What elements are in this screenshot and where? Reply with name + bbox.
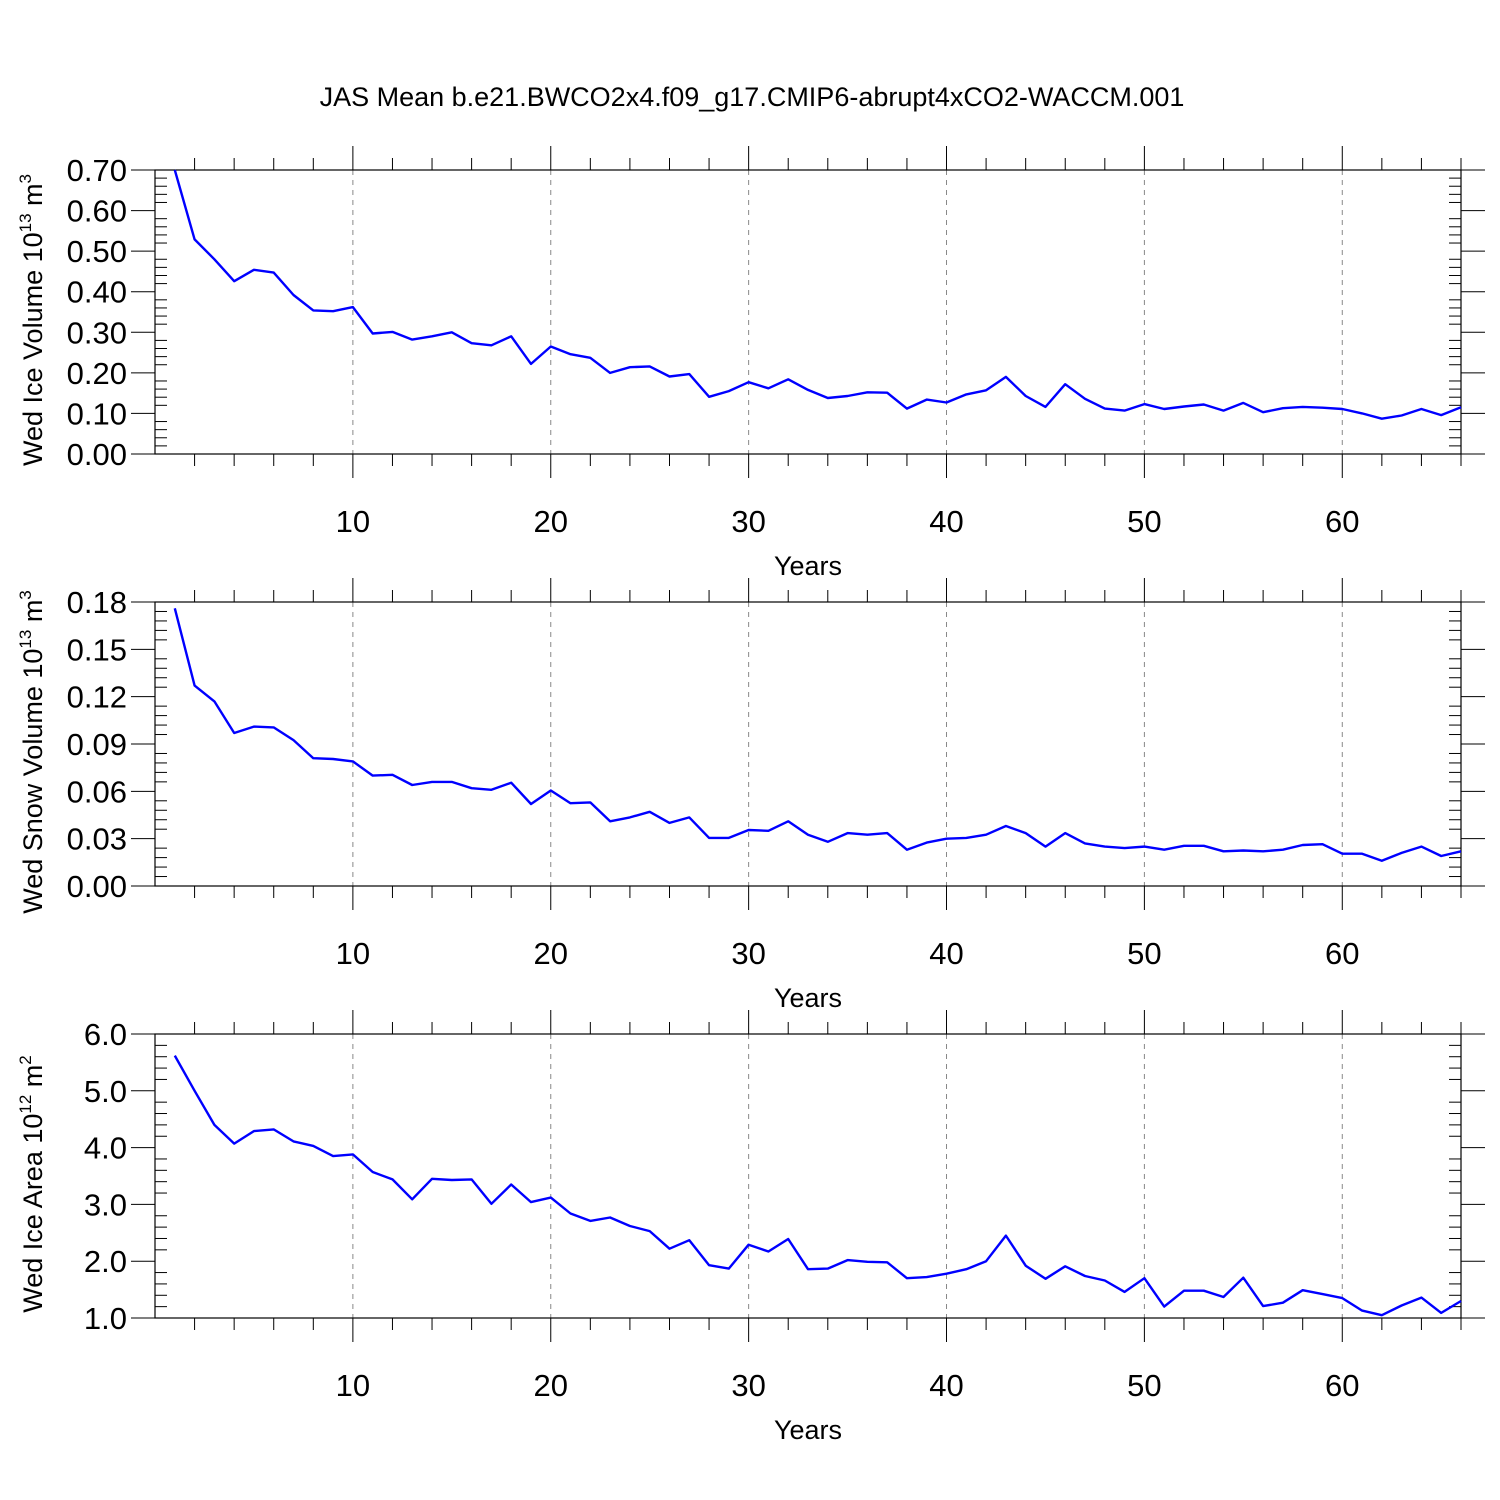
y-tick-label: 0.20 [67, 356, 127, 391]
plot-frame [154, 601, 1462, 887]
x-tick-label: 20 [534, 504, 568, 539]
x-tick-label: 40 [929, 936, 963, 971]
x-tick-label: 20 [534, 936, 568, 971]
x-tick-label: 10 [336, 504, 370, 539]
y-axis-title: Wed Ice Area 1012 m2 [16, 1055, 48, 1313]
x-tick-label: 60 [1325, 504, 1359, 539]
chart-panels: 0.00 0.10 0.20 0.30 0.40 0.50 0.60 0.70 10 20 30 40… [16, 146, 1485, 1445]
y-tick-label: 0.15 [67, 632, 127, 667]
y-tick-label: 0.18 [67, 585, 127, 620]
y-tick-label: 0.40 [67, 275, 127, 310]
x-axis-title: Years [774, 983, 842, 1013]
y-tick-label: 0.10 [67, 396, 127, 431]
y-tick-label: 3.0 [84, 1187, 127, 1222]
x-tick-label: 40 [929, 504, 963, 539]
x-tick-label: 30 [731, 936, 765, 971]
x-tick-label: 30 [731, 1368, 765, 1403]
x-tick-label: 50 [1127, 504, 1161, 539]
x-tick-label: 50 [1127, 1368, 1161, 1403]
y-tick-label: 0.30 [67, 315, 127, 350]
x-tick-label: 50 [1127, 936, 1161, 971]
x-tick-label: 60 [1325, 1368, 1359, 1403]
y-tick-label: 0.50 [67, 234, 127, 269]
chart-title: JAS Mean b.e21.BWCO2x4.f09_g17.CMIP6-abr… [320, 82, 1185, 112]
y-tick-label: 0.09 [67, 727, 127, 762]
panel-3: 1.0 2.0 3.0 4.0 5.0 6.0 10 20 30 40 50 60 Years Wed I… [16, 1010, 1485, 1445]
x-tick-label: 60 [1325, 936, 1359, 971]
y-tick-label: 4.0 [84, 1131, 127, 1166]
x-tick-label: 10 [336, 936, 370, 971]
panel-2: 0.00 0.03 0.06 0.09 0.12 0.15 0.18 10 20 30 40 50 60… [16, 578, 1485, 1013]
series-line [173, 608, 1462, 862]
y-tick-label: 0.06 [67, 774, 127, 809]
panel-1: 0.00 0.10 0.20 0.30 0.40 0.50 0.60 0.70 10 20 30 40… [16, 146, 1485, 581]
y-axis-title: Wed Snow Volume 1013 m3 [16, 590, 48, 914]
y-tick-label: 0.60 [67, 194, 127, 229]
series-line [173, 1055, 1462, 1317]
x-tick-label: 40 [929, 1368, 963, 1403]
y-tick-label: 6.0 [84, 1017, 127, 1052]
y-tick-label: 1.0 [84, 1301, 127, 1336]
x-axis-title: Years [774, 551, 842, 581]
y-tick-label: 2.0 [84, 1244, 127, 1279]
y-tick-label: 0.00 [67, 437, 127, 472]
y-tick-label: 0.12 [67, 680, 127, 715]
x-axis-title: Years [774, 1415, 842, 1445]
y-axis-title: Wed Ice Volume 1013 m3 [16, 174, 48, 466]
x-tick-label: 20 [534, 1368, 568, 1403]
plot-frame [154, 169, 1462, 455]
x-tick-label: 30 [731, 504, 765, 539]
series-line [173, 169, 1462, 420]
plot-frame [154, 1033, 1462, 1319]
x-tick-label: 10 [336, 1368, 370, 1403]
y-tick-label: 0.70 [67, 153, 127, 188]
y-tick-label: 5.0 [84, 1074, 127, 1109]
y-tick-label: 0.03 [67, 822, 127, 857]
y-tick-label: 0.00 [67, 869, 127, 904]
